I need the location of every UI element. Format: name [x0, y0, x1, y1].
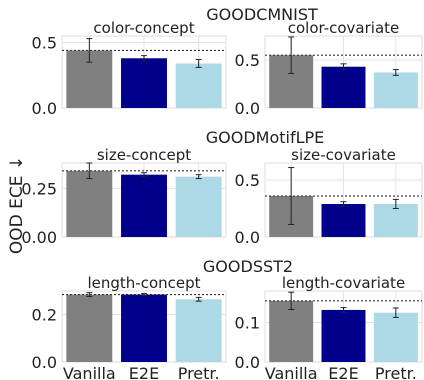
error-bar	[340, 201, 347, 207]
bar-pretr	[373, 72, 418, 108]
error-bar	[86, 162, 93, 180]
x-tick-label: Pretr.	[178, 364, 220, 380]
x-tick-label: Vanilla	[63, 364, 116, 380]
y-tick-label: 0.0	[235, 228, 260, 247]
bar-vanilla	[269, 300, 314, 362]
y-tick-label: 0.0	[235, 353, 260, 372]
panel-title: color-concept	[93, 19, 194, 37]
error-bar	[288, 291, 295, 311]
panel-color-concept: 0.0 0.5 color-concept	[32, 19, 227, 118]
bar-pretr	[175, 63, 222, 108]
bar-pretr	[373, 203, 418, 237]
panel-size-covariate: 0.0 0.5 size-covariate	[235, 146, 423, 247]
bar-e2e	[321, 66, 366, 108]
error-bar	[340, 63, 347, 71]
y-tick-label: 0.0	[32, 353, 57, 372]
y-tick-label: 0.0	[235, 99, 260, 118]
y-tick-label: 0.25	[21, 179, 57, 198]
y-tick-label: 0.1	[235, 314, 260, 333]
error-bar	[195, 296, 202, 302]
error-bar	[288, 36, 295, 74]
bar-e2e	[121, 58, 167, 108]
y-tick-label: 0.5	[235, 51, 260, 70]
panel-title: length-covariate	[282, 274, 405, 292]
x-tick-label: E2E	[129, 364, 159, 380]
error-bar	[288, 167, 295, 225]
error-bar	[141, 55, 147, 62]
panel-title: length-concept	[87, 274, 200, 292]
error-bar	[392, 198, 399, 210]
y-tick-label: 0.5	[32, 34, 57, 53]
bar-e2e	[321, 203, 366, 237]
bar-vanilla	[66, 294, 113, 362]
error-bar	[86, 38, 93, 63]
panel-title: size-concept	[97, 146, 191, 164]
group-title-goodcmnist: GOODCMNIST	[206, 5, 318, 24]
bar-e2e	[321, 309, 366, 362]
bar-e2e	[121, 294, 167, 362]
panel-size-concept: 0.00 0.25 size-concept	[21, 146, 227, 247]
y-tick-label: 0.5	[235, 171, 260, 190]
bar-e2e	[121, 174, 167, 237]
error-bar	[195, 59, 202, 68]
panel-title: size-covariate	[291, 146, 396, 164]
x-tick-label: Pretr.	[375, 364, 417, 380]
y-tick-label: 0.2	[32, 306, 57, 325]
error-bar	[86, 292, 93, 297]
group-title-goodsst2: GOODSST2	[203, 257, 293, 276]
group-title-goodmotiflpe: GOODMotifLPE	[206, 128, 325, 147]
error-bar	[340, 307, 347, 313]
error-bar	[392, 69, 399, 76]
y-axis-label: OOD ECE ↓	[7, 156, 27, 254]
y-tick-label: 0.00	[21, 228, 57, 247]
y-tick-label: 0.0	[32, 99, 57, 118]
x-tick-label: E2E	[328, 364, 358, 380]
panel-length-concept: 0.0 0.2 length-concept Vanilla E2E Pretr.	[32, 274, 227, 380]
x-tick-label: Vanilla	[265, 364, 318, 380]
error-bar	[392, 307, 399, 318]
panel-length-covariate: 0.0 0.1 length-covariate Vanilla E2E Pretr.	[235, 274, 423, 380]
bar-pretr	[175, 176, 222, 237]
error-bar	[141, 172, 147, 178]
panel-color-covariate: 0.0 0.5 color-covariate	[235, 19, 423, 118]
bar-pretr	[175, 299, 222, 362]
bar-pretr	[373, 312, 418, 362]
panel-title: color-covariate	[288, 19, 400, 37]
bar-vanilla	[66, 170, 113, 237]
error-bar	[195, 174, 202, 180]
